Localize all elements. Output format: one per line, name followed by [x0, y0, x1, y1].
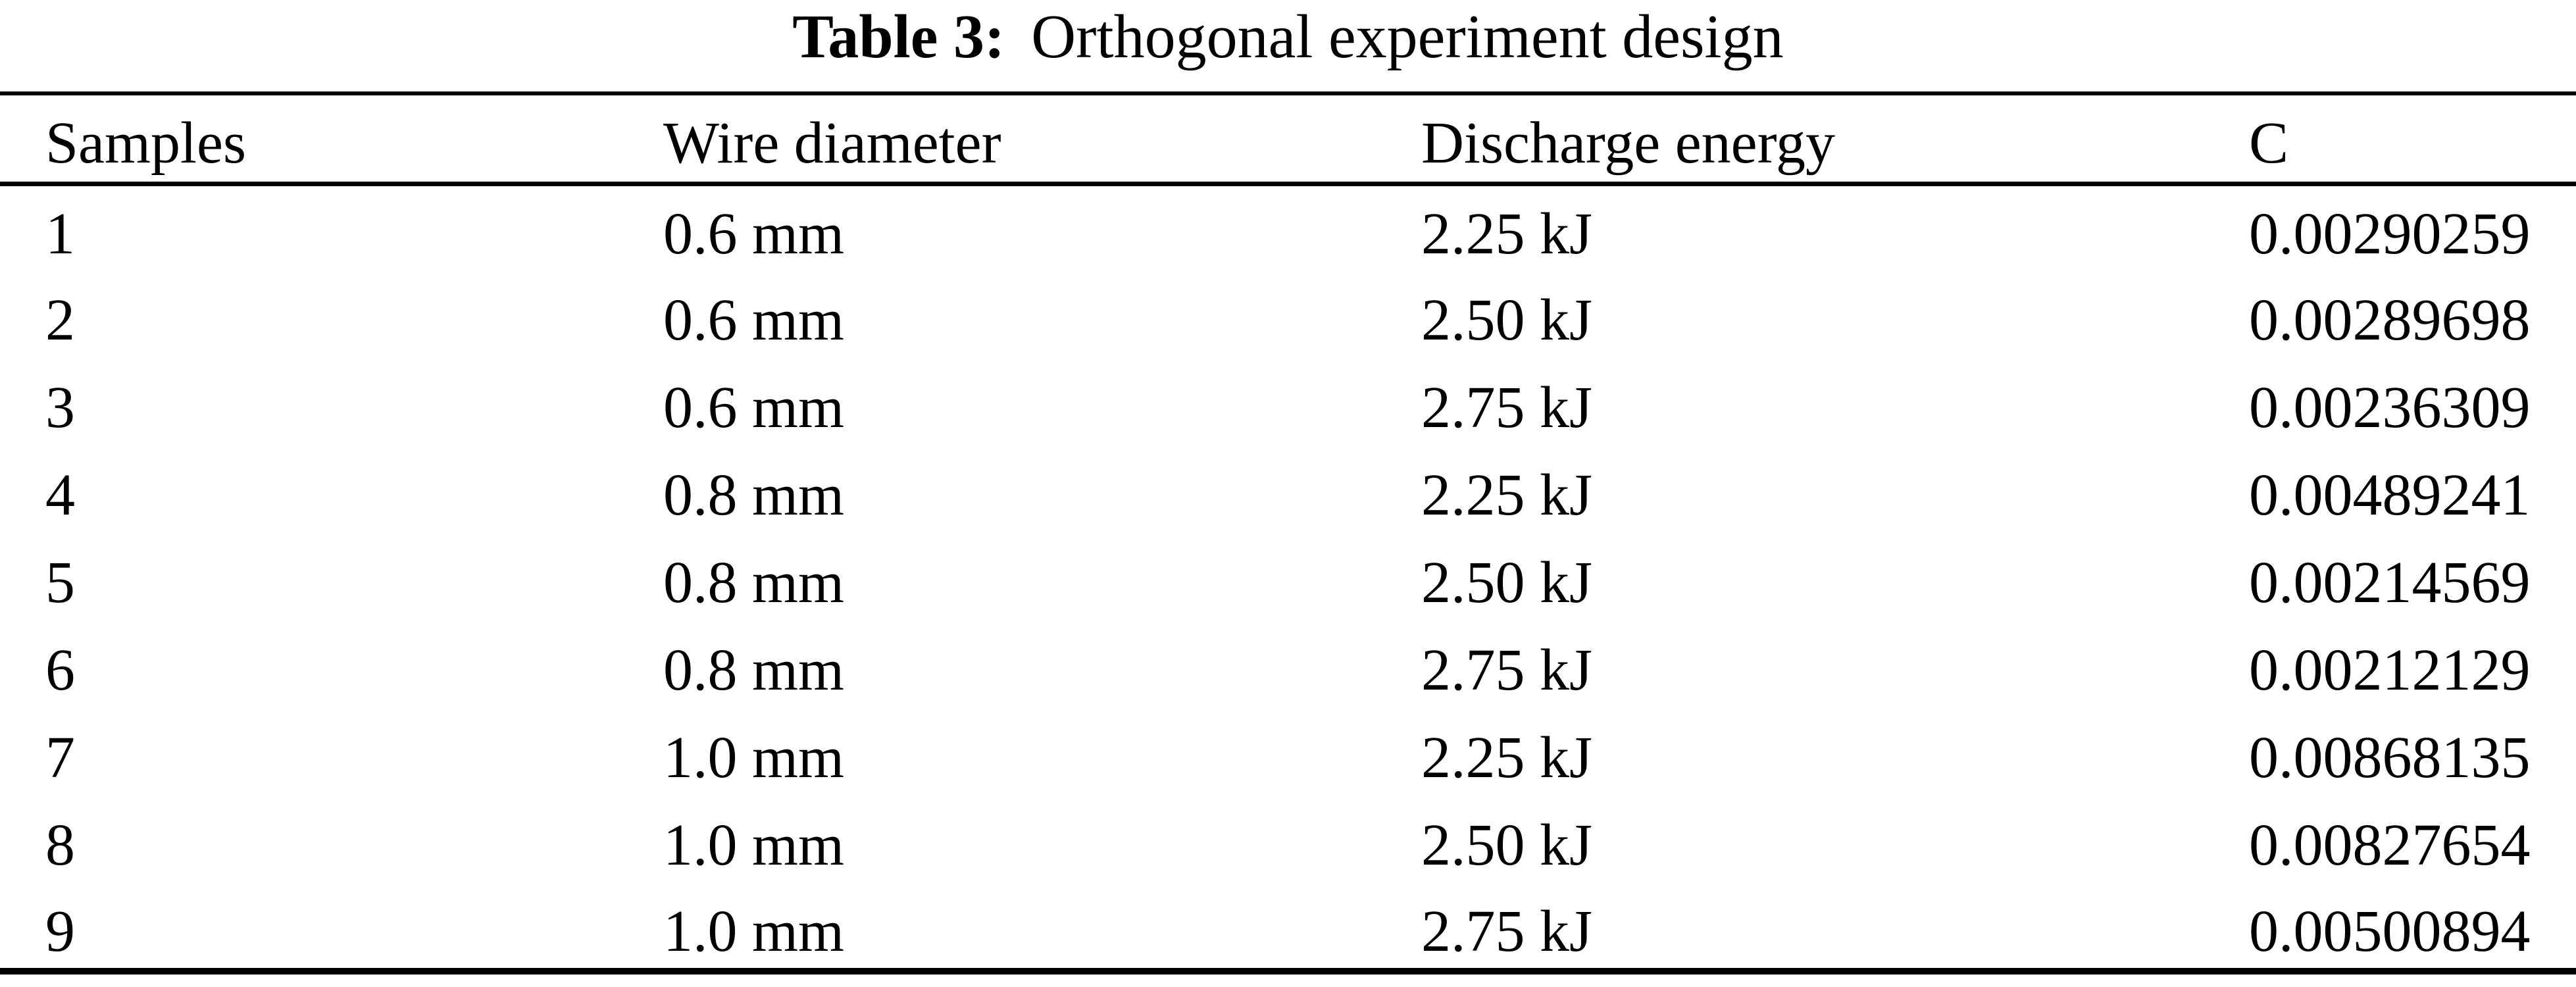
table-cell: 0.6 mm: [663, 201, 845, 266]
table-row: 3 0.6 mm 2.75 kJ 0.00236309: [0, 359, 2576, 446]
table-cell: 1: [45, 201, 75, 266]
header-row: Samples Wire diameter Discharge energy C: [0, 93, 2576, 186]
table-cell: 1.0 mm: [663, 898, 845, 964]
table-caption-label: Table 3:: [792, 2, 1005, 71]
table-row: 1 0.6 mm 2.25 kJ 0.00290259: [0, 184, 2576, 271]
table-cell: 1.0 mm: [663, 725, 845, 790]
table-cell: 0.00236309: [2249, 375, 2531, 440]
table-cell: 6: [45, 638, 75, 703]
table-cell: 0.00868135: [2249, 725, 2531, 790]
table-cell: 5: [45, 550, 75, 615]
table-cell: 0.00214569: [2249, 550, 2531, 615]
table-cell: 2.25 kJ: [1421, 201, 1593, 266]
table-row: 5 0.8 mm 2.50 kJ 0.00214569: [0, 534, 2576, 621]
table-body: 1 0.6 mm 2.25 kJ 0.00290259 2 0.6 mm 2.50 kJ 0.…: [0, 184, 2576, 971]
table-cell: 0.00290259: [2249, 201, 2531, 266]
table-cell: 3: [45, 375, 75, 440]
table-row: 9 1.0 mm 2.75 kJ 0.00500894: [0, 884, 2576, 971]
table-cell: 0.8 mm: [663, 550, 845, 615]
table-cell: 0.00500894: [2249, 898, 2531, 964]
column-header-discharge-energy: Discharge energy: [1421, 93, 2249, 186]
table-cell: 0.00289698: [2249, 288, 2531, 353]
table-cell: 2.50 kJ: [1421, 813, 1593, 878]
table-cell: 2.25 kJ: [1421, 725, 1593, 790]
table-row: 2 0.6 mm 2.50 kJ 0.00289698: [0, 271, 2576, 359]
table-cell: 0.6 mm: [663, 375, 845, 440]
table-row: 4 0.8 mm 2.25 kJ 0.00489241: [0, 446, 2576, 534]
table-cell: 9: [45, 898, 75, 964]
table-row: 7 1.0 mm 2.25 kJ 0.00868135: [0, 709, 2576, 796]
table-row: 8 1.0 mm 2.50 kJ 0.00827654: [0, 796, 2576, 884]
table-cell: 2: [45, 288, 75, 353]
orthogonal-experiment-table: Samples Wire diameter Discharge energy C…: [0, 91, 2576, 974]
table-cell: 2.50 kJ: [1421, 550, 1593, 615]
table-cell: 7: [45, 725, 75, 790]
table-cell: 2.25 kJ: [1421, 463, 1593, 528]
table-cell: 2.75 kJ: [1421, 638, 1593, 703]
table-cell: 1.0 mm: [663, 813, 845, 878]
table-cell: 2.75 kJ: [1421, 898, 1593, 964]
table-header: Samples Wire diameter Discharge energy C: [0, 93, 2576, 186]
table-caption: Table 3: Orthogonal experiment design: [0, 0, 2576, 91]
table-cell: 0.00212129: [2249, 638, 2531, 703]
column-header-c: C: [2249, 93, 2576, 186]
table-cell: 2.75 kJ: [1421, 375, 1593, 440]
table-cell: 8: [45, 813, 75, 878]
table-row: 6 0.8 mm 2.75 kJ 0.00212129: [0, 621, 2576, 709]
table-cell: 0.00489241: [2249, 463, 2531, 528]
table-cell: 0.00827654: [2249, 813, 2531, 878]
table-cell: 2.50 kJ: [1421, 288, 1593, 353]
table-cell: 0.8 mm: [663, 463, 845, 528]
column-header-wire-diameter: Wire diameter: [663, 93, 1421, 186]
table-caption-text: Orthogonal experiment design: [1031, 2, 1784, 71]
table-cell: 0.6 mm: [663, 288, 845, 353]
column-header-samples: Samples: [0, 93, 663, 186]
table-cell: 0.8 mm: [663, 638, 845, 703]
table-cell: 4: [45, 463, 75, 528]
